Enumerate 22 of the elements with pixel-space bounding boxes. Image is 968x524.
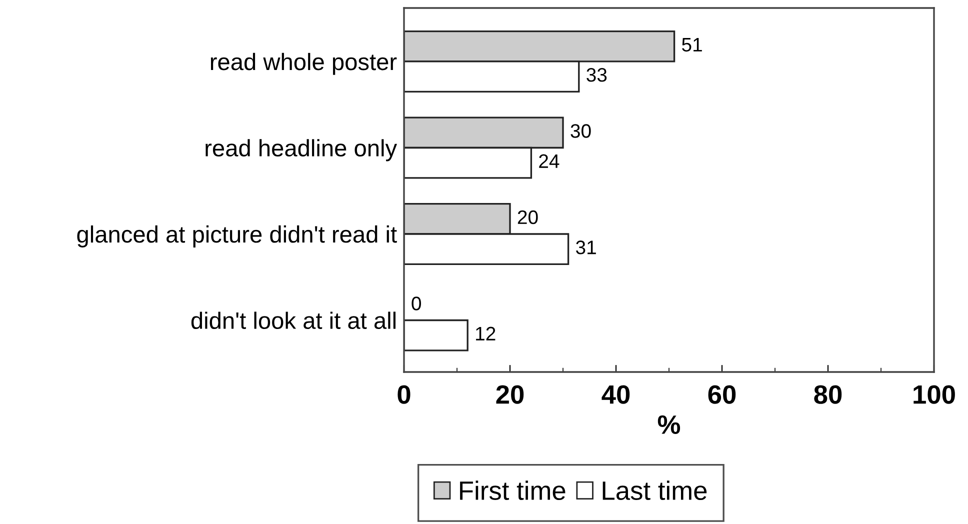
x-tick-label: 0 [398,385,410,404]
x-tick-label: 80 [814,385,842,404]
y-tick-label: glanced at picture didn't read it [77,225,397,248]
x-tick-label: 40 [602,385,630,404]
x-tick-label: 20 [496,385,524,404]
data-label: 31 [576,240,596,254]
data-label: 33 [586,68,607,82]
data-label: 20 [518,210,538,224]
y-tick-label: read whole poster [210,52,397,75]
y-tick-label: didn't look at it at all [191,312,396,330]
legend-label: Last time [602,480,707,500]
y-tick-label: read headline only [206,139,398,162]
x-tick-label: 60 [708,385,736,404]
data-label: 0 [412,296,421,310]
data-label: 30 [570,124,591,138]
bar [404,319,468,352]
legend-label: First time [460,480,566,500]
data-label: 51 [682,38,702,52]
x-axis-title: % [658,415,680,434]
data-label: 12 [476,326,496,340]
data-label: 24 [539,154,560,168]
x-tick-label: 100 [914,385,955,404]
